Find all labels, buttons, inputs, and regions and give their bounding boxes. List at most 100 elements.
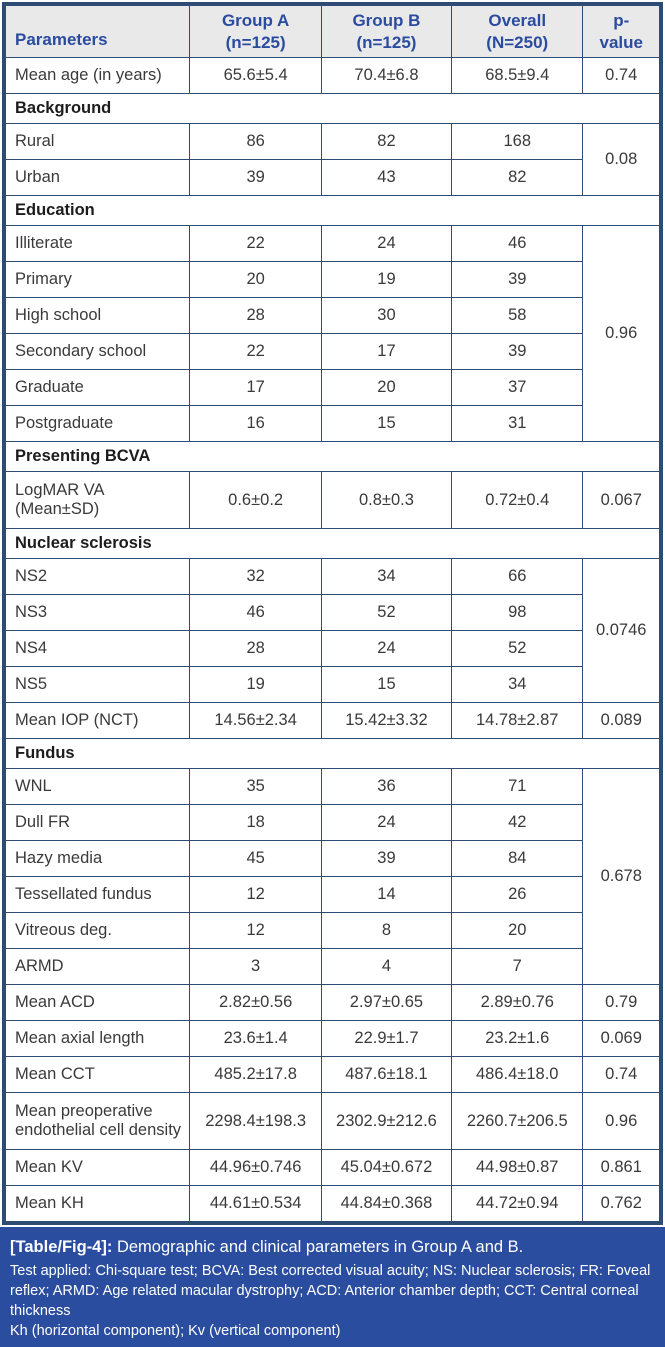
group-b-value: 44.84±0.368 xyxy=(320,1185,453,1222)
group-a-value: 19 xyxy=(189,666,322,703)
table-row: LogMAR VA (Mean±SD) 0.6±0.2 0.8±0.3 0.72±0.… xyxy=(4,471,660,529)
overall-value: 34 xyxy=(451,666,584,703)
table-row: NS5 19 15 34 xyxy=(4,666,660,703)
group-a-value: 12 xyxy=(189,912,322,949)
overall-value: 42 xyxy=(451,804,584,841)
parameter-label: Tessellated fundus xyxy=(4,876,191,913)
group-b-value: 17 xyxy=(320,333,453,370)
parameters-table-container: Parameters Group A (n=125) Group B (n=12… xyxy=(2,2,663,1225)
overall-value: 20 xyxy=(451,912,584,949)
overall-value: 0.72±0.4 xyxy=(451,471,584,529)
group-a-value: 86 xyxy=(189,123,322,160)
group-b-value: 487.6±18.1 xyxy=(320,1056,453,1093)
table-row: Mean IOP (NCT) 14.56±2.34 15.42±3.32 14.78±… xyxy=(4,702,660,739)
table-row: Mean axial length 23.6±1.4 22.9±1.7 23.2±1.… xyxy=(4,1020,660,1057)
section-row: Nuclear sclerosis xyxy=(5,528,660,559)
group-a-value: 2.82±0.56 xyxy=(189,984,322,1021)
group-b-value: 0.8±0.3 xyxy=(320,471,453,529)
group-a-value: 16 xyxy=(189,405,322,442)
section-title: Background xyxy=(5,93,660,124)
table-body: Mean age (in years) 65.6±5.4 70.4±6.8 68.5±… xyxy=(4,57,660,1222)
table-row: Postgraduate 16 15 31 xyxy=(4,405,660,442)
group-b-value: 2302.9±212.6 xyxy=(320,1092,453,1150)
parameter-label: Dull FR xyxy=(4,804,191,841)
parameters-table: Parameters Group A (n=125) Group B (n=12… xyxy=(4,5,660,1222)
group-b-value: 30 xyxy=(320,297,453,334)
parameter-label: Illiterate xyxy=(4,225,191,262)
table-row: Dull FR 18 24 42 xyxy=(4,804,660,841)
parameter-label: Graduate xyxy=(4,369,191,406)
p-value: 0.067 xyxy=(582,471,660,529)
parameter-label: High school xyxy=(4,297,191,334)
section-title: Fundus xyxy=(5,738,660,769)
group-a-value: 18 xyxy=(189,804,322,841)
column-header-parameters: Parameters xyxy=(4,5,191,58)
table-row: Hazy media 45 39 84 xyxy=(4,840,660,877)
section-row: Presenting BCVA xyxy=(5,441,660,472)
group-a-value: 39 xyxy=(189,159,322,196)
table-fig-number: [Table/Fig-4]: xyxy=(10,1238,113,1256)
group-a-value: 44.61±0.534 xyxy=(189,1185,322,1222)
overall-value: 98 xyxy=(451,594,584,631)
overall-value: 84 xyxy=(451,840,584,877)
parameter-label: NS3 xyxy=(4,594,191,631)
p-value: 0.069 xyxy=(582,1020,660,1057)
p-value: 0.74 xyxy=(582,1056,660,1093)
p-value: 0.678 xyxy=(582,768,660,985)
parameter-label: WNL xyxy=(4,768,191,805)
parameter-label: Mean age (in years) xyxy=(4,57,191,94)
overall-value: 52 xyxy=(451,630,584,667)
group-b-value: 24 xyxy=(320,630,453,667)
group-b-value: 15 xyxy=(320,666,453,703)
overall-value: 486.4±18.0 xyxy=(451,1056,584,1093)
table-caption-text: Demographic and clinical parameters in G… xyxy=(116,1238,524,1256)
parameter-label: LogMAR VA (Mean±SD) xyxy=(4,471,191,529)
kh-kv-footnote: Kh (horizontal component); Kv (vertical … xyxy=(10,1323,341,1340)
column-header-overall: Overall (N=250) xyxy=(451,5,584,58)
table-row: Mean preoperative endothelial cell densi… xyxy=(4,1092,660,1150)
parameter-label: Secondary school xyxy=(4,333,191,370)
group-a-value: 3 xyxy=(189,948,322,985)
parameter-label: Vitreous deg. xyxy=(4,912,191,949)
group-b-value: 45.04±0.672 xyxy=(320,1149,453,1186)
p-value: 0.96 xyxy=(582,1092,660,1150)
table-row: Mean KH 44.61±0.534 44.84±0.368 44.72±0.94 0… xyxy=(4,1185,660,1222)
table-row: Tessellated fundus 12 14 26 xyxy=(4,876,660,913)
group-a-value: 28 xyxy=(189,297,322,334)
parameter-label: Hazy media xyxy=(4,840,191,877)
table-row: Secondary school 22 17 39 xyxy=(4,333,660,370)
group-b-value: 52 xyxy=(320,594,453,631)
overall-value: 71 xyxy=(451,768,584,805)
group-a-value: 46 xyxy=(189,594,322,631)
group-b-value: 14 xyxy=(320,876,453,913)
group-b-value: 15 xyxy=(320,405,453,442)
overall-value: 58 xyxy=(451,297,584,334)
overall-value: 66 xyxy=(451,558,584,595)
group-b-value: 24 xyxy=(320,225,453,262)
group-a-value: 28 xyxy=(189,630,322,667)
table-caption: [Table/Fig-4]: Demographic and clinical … xyxy=(10,1236,655,1258)
table-row: Illiterate 22 24 46 0.96 xyxy=(4,225,660,442)
p-value: 0.96 xyxy=(582,225,660,442)
column-header-group-a: Group A (n=125) xyxy=(189,5,322,58)
section-row: Fundus xyxy=(5,738,660,769)
overall-value: 44.98±0.87 xyxy=(451,1149,584,1186)
overall-value: 44.72±0.94 xyxy=(451,1185,584,1222)
group-b-value: 15.42±3.32 xyxy=(320,702,453,739)
parameter-label: NS4 xyxy=(4,630,191,667)
group-b-value: 24 xyxy=(320,804,453,841)
section-title: Presenting BCVA xyxy=(5,441,660,472)
group-a-value: 14.56±2.34 xyxy=(189,702,322,739)
parameter-label: ARMD xyxy=(4,948,191,985)
parameter-label: Mean axial length xyxy=(4,1020,191,1057)
p-value: 0.08 xyxy=(582,123,660,196)
header-row: Parameters Group A (n=125) Group B (n=12… xyxy=(4,5,660,58)
p-value: 0.79 xyxy=(582,984,660,1021)
group-b-value: 19 xyxy=(320,261,453,298)
table-row: WNL 35 36 71 0.678 xyxy=(4,768,660,985)
parameter-label: Mean preoperative endothelial cell densi… xyxy=(4,1092,191,1150)
p-value: 0.861 xyxy=(582,1149,660,1186)
table-row: Mean CCT 485.2±17.8 487.6±18.1 486.4±18.0 0.… xyxy=(4,1056,660,1093)
group-a-value: 44.96±0.746 xyxy=(189,1149,322,1186)
table-caption-band: [Table/Fig-4]: Demographic and clinical … xyxy=(0,1227,665,1347)
